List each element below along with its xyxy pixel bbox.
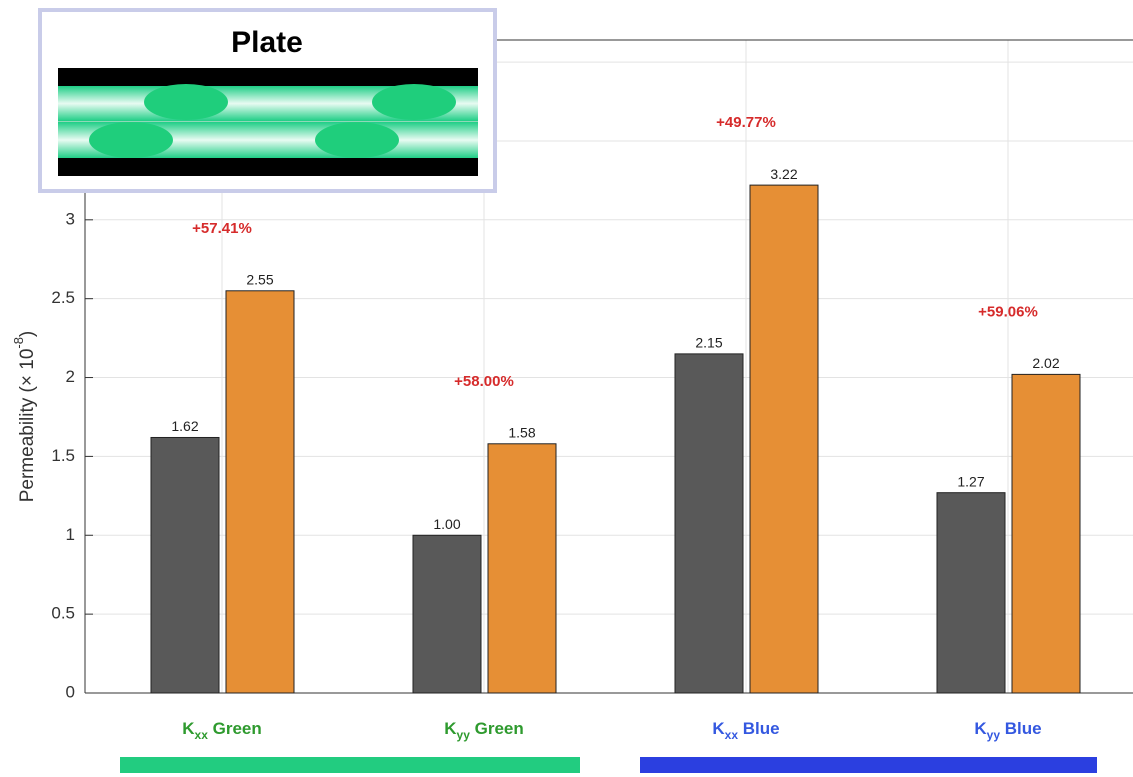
y-tick-label: 0.5	[51, 604, 75, 623]
value-label: 1.00	[433, 516, 460, 532]
x-tick-label: Kyy Green	[444, 719, 524, 742]
y-tick-label: 2	[66, 367, 75, 386]
category-sub: yy	[987, 728, 1001, 742]
annotation: +57.41%	[192, 220, 252, 237]
particle	[144, 84, 228, 120]
value-label: 1.58	[508, 424, 535, 440]
x-tick-label: Kyy Blue	[974, 719, 1041, 742]
y-tick-label: 1.5	[51, 446, 75, 465]
bar	[150, 436, 220, 694]
y-label-close: )	[17, 331, 38, 337]
bar	[1011, 373, 1081, 694]
y-tick-label: 3	[66, 209, 75, 228]
category-sub: yy	[457, 728, 471, 742]
y-label-sup: -8	[11, 337, 26, 349]
category-base: K	[182, 719, 195, 738]
y-tick-label: 1	[66, 525, 75, 544]
bar	[225, 290, 295, 694]
particle	[315, 122, 399, 158]
plate-bottom	[58, 158, 478, 176]
value-label: 2.15	[695, 335, 722, 351]
x-tick-label: Kxx Blue	[712, 719, 779, 742]
value-label: 1.27	[957, 473, 984, 489]
y-axis-label: Permeability (× 10-8)	[11, 331, 38, 503]
value-label: 2.02	[1032, 355, 1059, 371]
category-suffix: Blue	[738, 719, 780, 738]
category-suffix: Blue	[1000, 719, 1042, 738]
y-tick-label: 0	[66, 682, 75, 701]
annotation: +59.06%	[978, 303, 1038, 320]
bar	[674, 353, 744, 694]
annotation: +58.00%	[454, 373, 514, 390]
category-base: K	[712, 719, 725, 738]
inset: Plate	[38, 8, 497, 193]
category-base: K	[974, 719, 987, 738]
inset-title: Plate	[231, 26, 303, 59]
annotation: +49.77%	[716, 114, 776, 131]
particle	[372, 84, 456, 120]
category-suffix: Green	[208, 719, 262, 738]
x-tick-label: Kxx Green	[182, 719, 262, 742]
y-tick-label: 2.5	[51, 288, 75, 307]
bar	[412, 534, 482, 694]
value-label: 3.22	[770, 166, 797, 182]
category-sub: xx	[725, 728, 739, 742]
plate-top	[58, 68, 478, 86]
category-base: K	[444, 719, 457, 738]
y-label-text: Permeability (× 10	[17, 349, 38, 503]
group-bar-green	[120, 757, 580, 773]
bar	[487, 443, 557, 694]
category-suffix: Green	[470, 719, 524, 738]
value-label: 1.62	[171, 418, 198, 434]
bar	[749, 184, 819, 694]
particle	[89, 122, 173, 158]
bar	[936, 492, 1006, 694]
group-bar-blue	[640, 757, 1097, 773]
category-sub: xx	[195, 728, 209, 742]
value-label: 2.55	[246, 271, 273, 287]
